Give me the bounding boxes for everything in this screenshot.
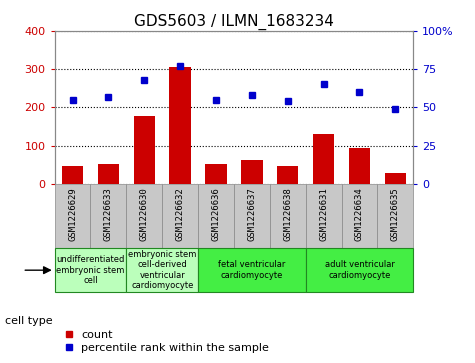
Text: embryonic stem
cell-derived
ventricular
cardiomyocyte: embryonic stem cell-derived ventricular … [128,250,196,290]
Bar [378,184,413,248]
Text: GSM1226637: GSM1226637 [247,187,257,241]
Bar [162,184,198,248]
Text: adult ventricular
cardiomyocyte: adult ventricular cardiomyocyte [324,261,394,280]
Text: GSM1226636: GSM1226636 [211,187,220,241]
Bar [270,184,306,248]
Text: GSM1226635: GSM1226635 [391,187,400,241]
Bar [55,248,126,292]
Bar [133,116,155,184]
Bar [241,160,263,184]
Bar [91,184,126,248]
Text: GSM1226629: GSM1226629 [68,187,77,241]
Text: GSM1226634: GSM1226634 [355,187,364,241]
Bar [126,184,162,248]
Bar [234,184,270,248]
Text: GSM1226630: GSM1226630 [140,187,149,241]
Bar [198,184,234,248]
Text: GSM1226638: GSM1226638 [283,187,292,241]
Bar [55,184,91,248]
Bar [313,134,334,184]
Bar [98,164,119,184]
Text: GSM1226631: GSM1226631 [319,187,328,241]
Legend: count, percentile rank within the sample: count, percentile rank within the sample [60,325,274,358]
Bar [198,248,306,292]
Text: GSM1226632: GSM1226632 [176,187,185,241]
Bar [277,166,298,184]
Text: undifferentiated
embryonic stem
cell: undifferentiated embryonic stem cell [57,255,124,285]
Text: GSM1226633: GSM1226633 [104,187,113,241]
Text: fetal ventricular
cardiomyocyte: fetal ventricular cardiomyocyte [218,261,285,280]
Bar [342,184,378,248]
Bar [306,184,342,248]
Bar [385,173,406,184]
Bar [306,248,413,292]
Bar [170,67,191,184]
Bar [62,166,83,184]
Bar [349,148,370,184]
Title: GDS5603 / ILMN_1683234: GDS5603 / ILMN_1683234 [134,13,334,29]
Bar [205,164,227,184]
Text: cell type: cell type [5,316,52,326]
Bar [126,248,198,292]
